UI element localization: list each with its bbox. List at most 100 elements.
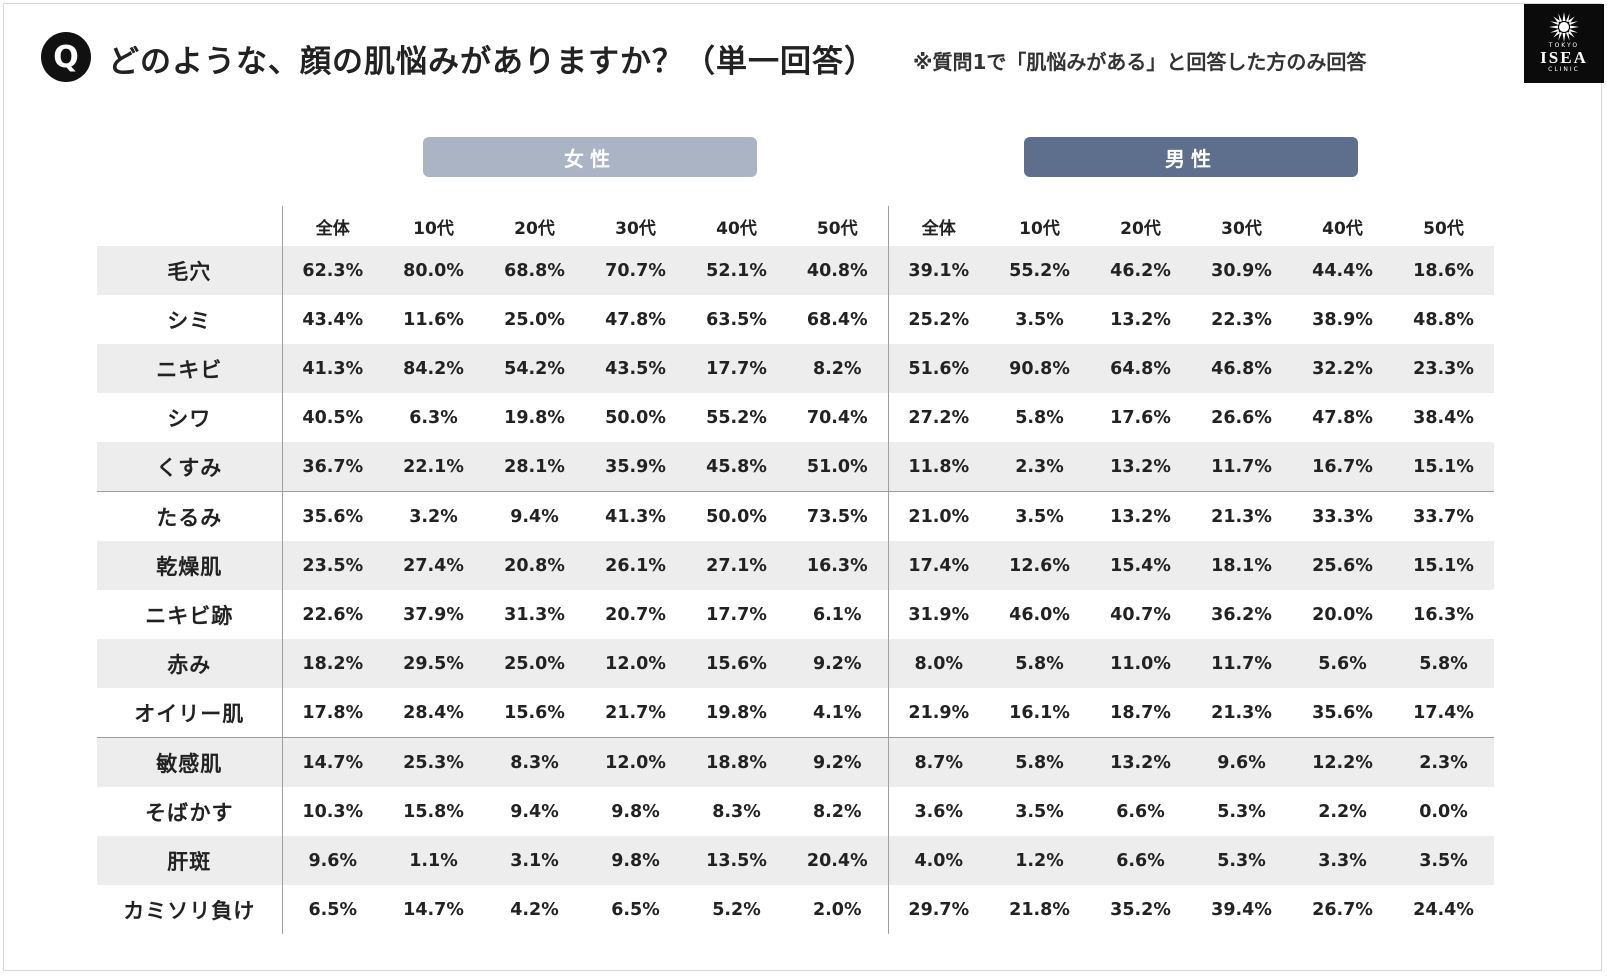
value-cell: 38.9% [1312, 309, 1373, 330]
question-badge: Q [41, 32, 91, 82]
row-label: ニキビ [97, 344, 282, 393]
table-row: 乾燥肌 23.5% 27.4% 20.8% 26.1% 27.1% 16.3% 17.4% 12… [97, 541, 1494, 590]
value-cell: 45.8% [686, 442, 787, 492]
value-cell: 9.4% [510, 801, 559, 822]
value-cell: 35.9% [585, 442, 686, 492]
value-cell: 8.0% [887, 639, 989, 688]
header-blank-cell [97, 206, 282, 246]
value-cell: 12.0% [585, 639, 686, 688]
value-cell: 41.3% [585, 491, 686, 541]
value-cell: 8.3% [484, 737, 585, 787]
value-cell: 13.2% [1090, 442, 1191, 492]
row-label: たるみ [97, 491, 282, 541]
value-cell: 3.5% [1015, 801, 1064, 822]
value-cell: 33.3% [1292, 491, 1393, 541]
value-cell: 43.4% [281, 295, 383, 344]
value-cell: 5.8% [1393, 639, 1494, 688]
value-cell: 15.6% [504, 702, 565, 723]
value-cell: 90.8% [989, 344, 1090, 393]
table-row: シミ 43.4% 11.6% 25.0% 47.8% 63.5% 68.4% 25.2% 3.5… [97, 295, 1494, 344]
column-header: 20代 [1120, 218, 1161, 239]
value-cell: 12.6% [989, 541, 1090, 590]
column-header: 50代 [816, 218, 858, 239]
value-cell: 36.2% [1211, 604, 1272, 625]
results-table: 全体 10代 20代 30代 40代 50代 全体 10代 20代 30代 40… [97, 206, 1494, 934]
column-header: 40代 [716, 218, 757, 239]
value-cell: 55.2% [706, 407, 767, 428]
value-cell: 29.7% [887, 885, 989, 934]
value-cell: 17.6% [1110, 407, 1171, 428]
value-cell: 26.7% [1312, 899, 1373, 920]
row-label: ニキビ跡 [145, 603, 234, 628]
value-cell: 21.8% [1009, 899, 1070, 920]
value-cell: 25.0% [504, 309, 565, 330]
value-cell: 16.7% [1292, 442, 1393, 492]
value-cell: 5.3% [1191, 836, 1292, 885]
value-cell: 35.2% [1110, 899, 1171, 920]
value-cell: 4.2% [510, 899, 559, 920]
value-cell: 22.3% [1211, 309, 1272, 330]
value-cell: 12.0% [585, 737, 686, 787]
value-cell: 15.6% [686, 639, 787, 688]
value-cell: 2.2% [1318, 801, 1367, 822]
value-cell: 3.5% [1393, 836, 1494, 885]
value-cell: 36.7% [281, 442, 383, 492]
value-cell: 23.5% [281, 541, 383, 590]
table-row: 肝斑 9.6% 1.1% 3.1% 9.8% 13.5% 20.4% 4.0% 1.2% 6.6%… [97, 836, 1494, 885]
row-label: 肝斑 [97, 836, 282, 885]
value-cell: 18.2% [281, 639, 383, 688]
value-cell: 2.3% [989, 442, 1090, 492]
value-cell: 9.2% [787, 737, 888, 787]
value-cell: 3.3% [1292, 836, 1393, 885]
sunburst-logo-icon [1549, 12, 1579, 42]
value-cell: 13.5% [686, 836, 787, 885]
value-cell: 17.8% [281, 688, 383, 738]
value-cell: 80.0% [383, 246, 484, 295]
value-cell: 51.6% [887, 344, 989, 393]
value-cell: 19.8% [504, 407, 565, 428]
column-header: 40代 [1322, 218, 1363, 239]
value-cell: 46.0% [1009, 604, 1070, 625]
value-cell: 15.4% [1090, 541, 1191, 590]
table-body: 毛穴 62.3% 80.0% 68.8% 70.7% 52.1% 40.8% 39.1% 55.… [97, 246, 1494, 934]
table-row: 毛穴 62.3% 80.0% 68.8% 70.7% 52.1% 40.8% 39.1% 55.… [97, 246, 1494, 295]
value-cell: 29.5% [383, 639, 484, 688]
value-cell: 48.8% [1413, 309, 1474, 330]
row-label: カミソリ負け [123, 898, 256, 923]
value-cell: 33.7% [1393, 491, 1494, 541]
female-group-header: 女性 [423, 137, 757, 177]
table-row: カミソリ負け 6.5% 14.7% 4.2% 6.5% 5.2% 2.0% 29.7% 21.8… [97, 885, 1494, 934]
column-header: 50代 [1423, 218, 1464, 239]
row-label: 敏感肌 [97, 737, 282, 787]
value-cell: 9.4% [484, 491, 585, 541]
value-cell: 5.3% [1217, 801, 1266, 822]
column-header: 20代 [514, 218, 555, 239]
table-row: シワ 40.5% 6.3% 19.8% 50.0% 55.2% 70.4% 27.2% 5.8%… [97, 393, 1494, 442]
value-cell: 4.0% [887, 836, 989, 885]
value-cell: 9.2% [787, 639, 888, 688]
value-cell: 15.1% [1393, 541, 1494, 590]
value-cell: 40.5% [281, 393, 383, 442]
value-cell: 63.5% [706, 309, 767, 330]
value-cell: 46.2% [1090, 246, 1191, 295]
value-cell: 70.7% [585, 246, 686, 295]
value-cell: 13.2% [1110, 309, 1171, 330]
value-cell: 28.4% [403, 702, 464, 723]
value-cell: 31.9% [887, 590, 989, 639]
logo-clinic-text: CLINIC [1548, 66, 1580, 73]
value-cell: 24.4% [1413, 899, 1474, 920]
results-table-container: 全体 10代 20代 30代 40代 50代 全体 10代 20代 30代 40… [97, 206, 1494, 934]
value-cell: 28.1% [484, 442, 585, 492]
value-cell: 73.5% [787, 491, 888, 541]
value-cell: 18.7% [1110, 702, 1171, 723]
value-cell: 11.6% [403, 309, 464, 330]
value-cell: 8.2% [812, 801, 862, 822]
value-cell: 50.0% [686, 491, 787, 541]
value-cell: 18.6% [1393, 246, 1494, 295]
value-cell: 40.7% [1110, 604, 1171, 625]
slide-frame [3, 3, 1602, 971]
value-cell: 17.7% [686, 344, 787, 393]
value-cell: 5.8% [1015, 407, 1064, 428]
row-label: そばかす [145, 800, 234, 825]
value-cell: 20.8% [484, 541, 585, 590]
